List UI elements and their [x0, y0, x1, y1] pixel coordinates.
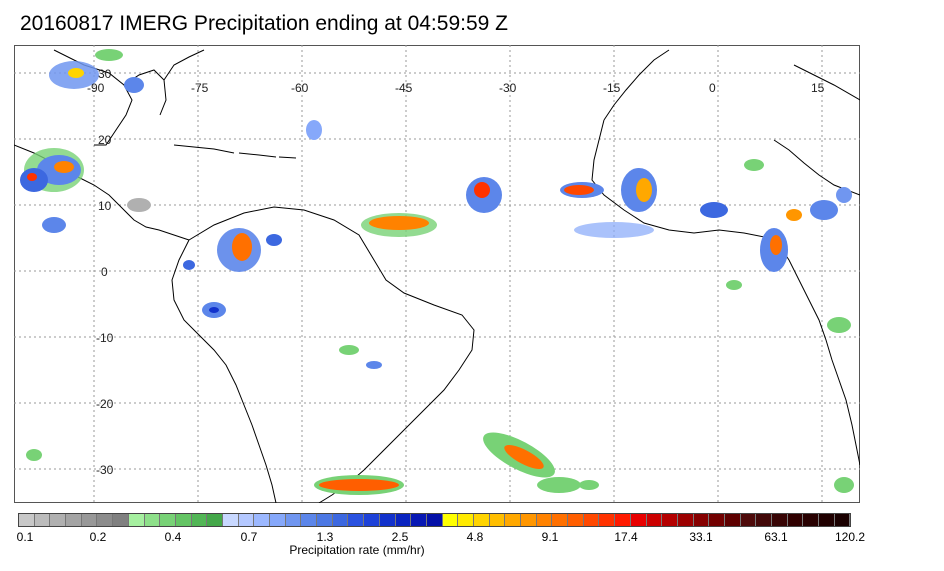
- colorbar-swatch: [536, 514, 553, 526]
- colorbar-swatch: [160, 514, 176, 526]
- colorbar-swatch: [834, 514, 851, 526]
- precipitation-colorbar: [18, 513, 852, 527]
- colorbar-label: 9.1: [541, 530, 559, 544]
- colorbar-swatch: [819, 514, 835, 526]
- colorbar-label: 0.1: [16, 530, 34, 544]
- colorbar-swatch: [395, 514, 412, 526]
- colorbar-swatch: [646, 514, 663, 526]
- colorbar-swatch: [254, 514, 270, 526]
- lon-label-15w: -15: [603, 81, 621, 95]
- colorbar-swatch: [442, 514, 459, 526]
- lon-label-60w: -60: [291, 81, 309, 95]
- colorbar-swatch: [301, 514, 318, 526]
- lat-label-30n: 30: [98, 67, 112, 81]
- colorbar-label: 17.4: [614, 530, 638, 544]
- colorbar-swatch: [411, 514, 427, 526]
- lon-label-0: 0: [709, 81, 716, 95]
- colorbar-title: Precipitation rate (mm/hr): [289, 543, 425, 557]
- colorbar-swatch: [709, 514, 725, 526]
- colorbar-swatch: [740, 514, 757, 526]
- colorbar-swatch: [207, 514, 223, 526]
- colorbar-swatch: [19, 514, 35, 526]
- lon-label-30w: -30: [499, 81, 517, 95]
- colorbar-swatch: [630, 514, 647, 526]
- colorbar-swatch: [175, 514, 192, 526]
- colorbar-swatch: [113, 514, 129, 526]
- lat-label-20n: 20: [98, 133, 112, 147]
- colorbar-swatch: [677, 514, 694, 526]
- colorbar-label: 0.7: [240, 530, 258, 544]
- colorbar-swatch: [473, 514, 490, 526]
- colorbar-swatch: [270, 514, 286, 526]
- colorbar-label: 120.2: [834, 530, 866, 544]
- lon-label-45w: -45: [395, 81, 413, 95]
- colorbar-swatch: [348, 514, 365, 526]
- lat-label-10s: -10: [96, 331, 114, 345]
- lat-label-0: 0: [101, 265, 108, 279]
- precipitation-map[interactable]: [14, 45, 860, 503]
- colorbar-swatch: [568, 514, 584, 526]
- colorbar-swatch: [285, 514, 302, 526]
- colorbar-swatch: [379, 514, 396, 526]
- colorbar-label: 33.1: [689, 530, 713, 544]
- colorbar-swatch: [238, 514, 255, 526]
- lat-label-10n: 10: [98, 199, 112, 213]
- lat-label-20s: -20: [96, 397, 114, 411]
- colorbar-swatch: [128, 514, 145, 526]
- colorbar-label: 4.8: [466, 530, 484, 544]
- page-title: 20160817 IMERG Precipitation ending at 0…: [20, 12, 508, 35]
- colorbar-swatch: [97, 514, 114, 526]
- colorbar-swatch: [144, 514, 161, 526]
- lon-label-75w: -75: [191, 81, 209, 95]
- colorbar-swatch: [489, 514, 506, 526]
- colorbar-label: 63.1: [764, 530, 788, 544]
- colorbar-swatch: [803, 514, 820, 526]
- colorbar-swatch: [552, 514, 569, 526]
- colorbar-swatch: [191, 514, 208, 526]
- colorbar-swatch: [317, 514, 333, 526]
- lon-label-15e: 15: [811, 81, 825, 95]
- colorbar-swatch: [724, 514, 741, 526]
- colorbar-swatch: [583, 514, 600, 526]
- colorbar-swatch: [81, 514, 98, 526]
- colorbar-swatch: [34, 514, 51, 526]
- colorbar-swatch: [222, 514, 239, 526]
- lon-label-90w: -90: [87, 81, 105, 95]
- map-frame: [14, 45, 860, 503]
- colorbar-label: 2.5: [391, 530, 409, 544]
- colorbar-swatch: [50, 514, 67, 526]
- colorbar-swatch: [426, 514, 443, 526]
- coastlines: [14, 49, 860, 503]
- colorbar-label: 1.3: [316, 530, 334, 544]
- colorbar-swatch: [66, 514, 82, 526]
- colorbar-swatch: [505, 514, 521, 526]
- colorbar-swatch: [693, 514, 710, 526]
- colorbar-label: 0.2: [89, 530, 107, 544]
- colorbar-swatch: [756, 514, 772, 526]
- colorbar-swatch: [364, 514, 380, 526]
- colorbar-swatch: [521, 514, 537, 526]
- precipitation-cells: [20, 49, 854, 495]
- colorbar-swatch: [787, 514, 804, 526]
- colorbar-swatch: [332, 514, 349, 526]
- colorbar-swatch: [615, 514, 631, 526]
- gridlines: [14, 45, 860, 503]
- colorbar-swatch: [599, 514, 616, 526]
- colorbar-swatch: [772, 514, 788, 526]
- colorbar-swatch: [662, 514, 678, 526]
- colorbar-label: 0.4: [164, 530, 182, 544]
- lat-label-30s: -30: [96, 463, 114, 477]
- colorbar-swatch: [458, 514, 474, 526]
